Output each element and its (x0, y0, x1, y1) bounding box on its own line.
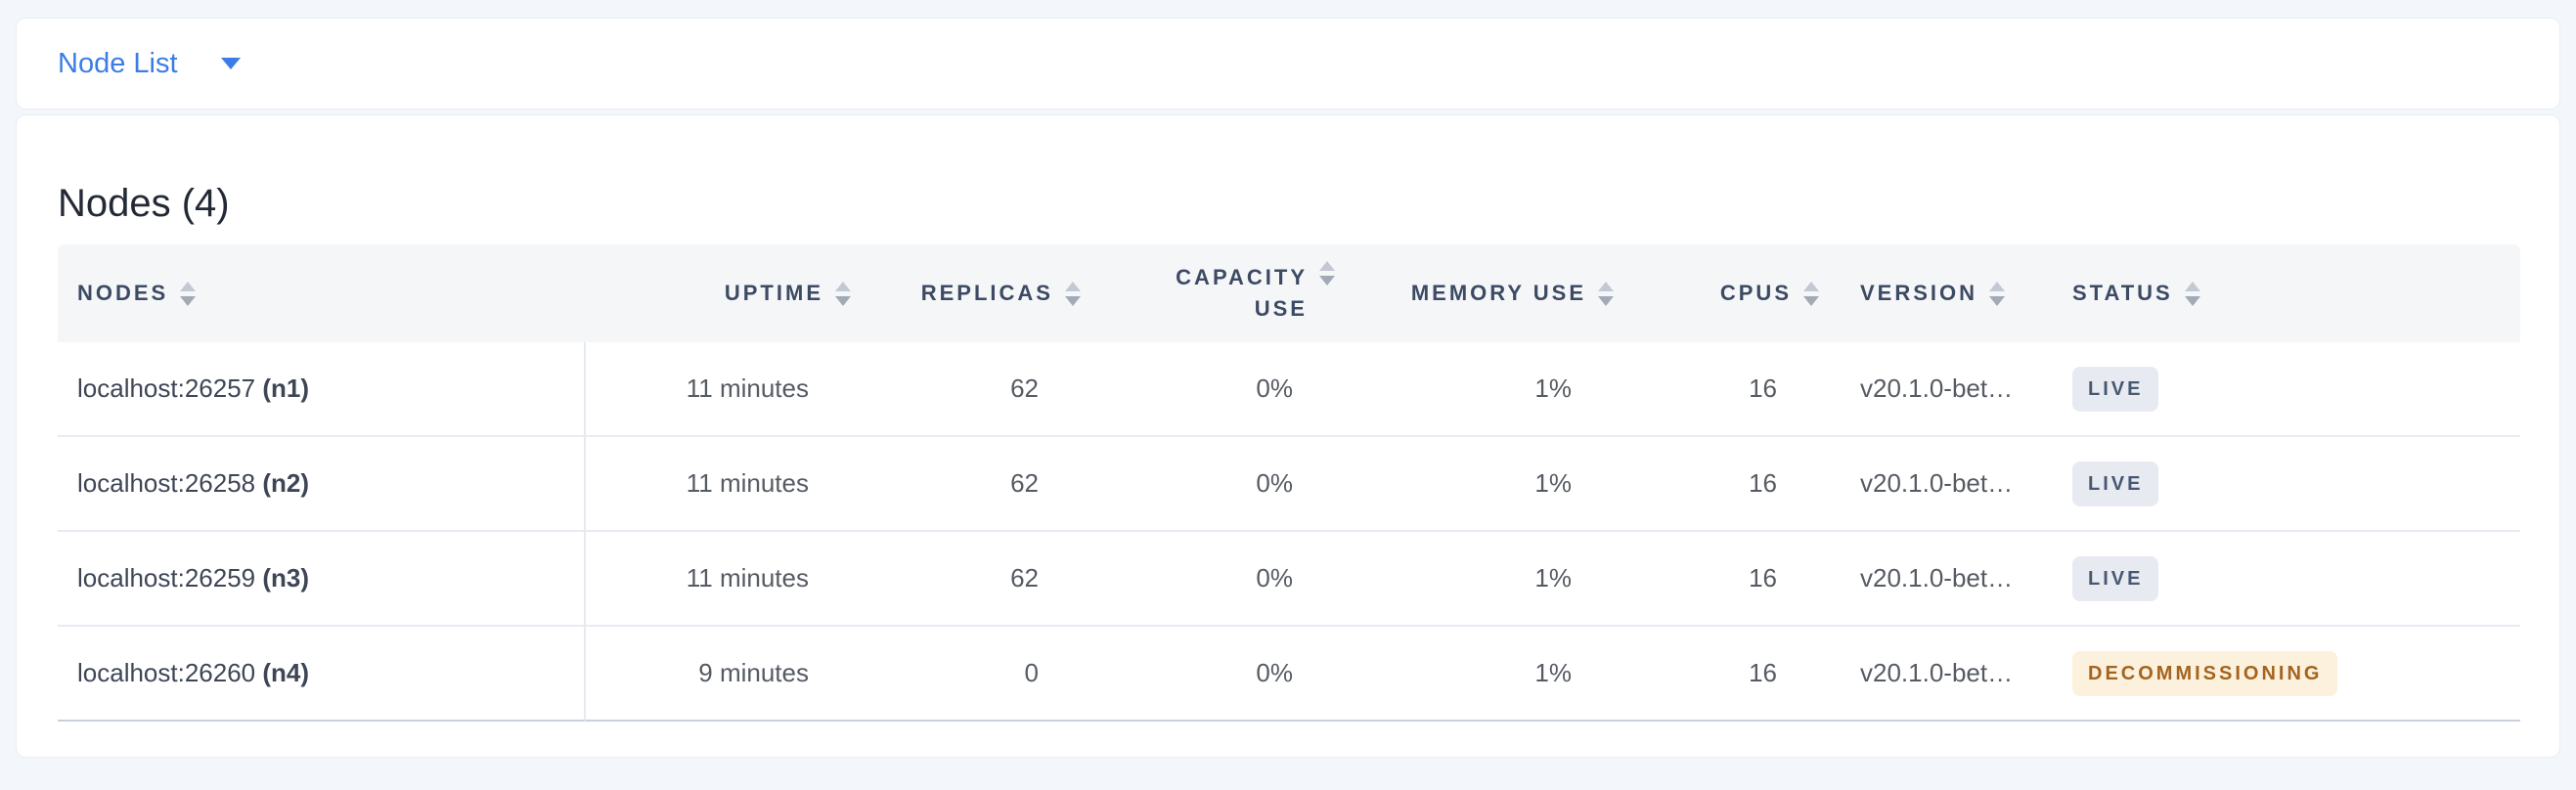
view-selector-bar: Node List (16, 18, 2560, 110)
status-badge: DECOMMISSIONING (2072, 650, 2338, 696)
cell-version: v20.1.0-bet… (1831, 342, 2041, 437)
cell-memory: 1% (1347, 627, 1625, 722)
cell-nodes: localhost:26258 (n2) (58, 437, 586, 532)
node-address: localhost:26259 (77, 563, 263, 592)
cell-uptime: 11 minutes (586, 437, 863, 532)
column-header-nodes[interactable]: NODES (58, 244, 586, 342)
column-header-replicas[interactable]: REPLICAS (863, 244, 1092, 342)
node-id: (n2) (262, 468, 310, 498)
cell-capacity: 0% (1092, 627, 1347, 722)
status-badge: LIVE (2072, 366, 2159, 412)
cell-uptime: 11 minutes (586, 342, 863, 437)
sort-icon (1598, 281, 1614, 306)
node-id: (n1) (262, 373, 310, 403)
view-selector-dropdown[interactable]: Node List (58, 48, 241, 80)
cell-cpus: 16 (1625, 627, 1831, 722)
cell-capacity: 0% (1092, 437, 1347, 532)
cell-cpus: 16 (1625, 437, 1831, 532)
column-header-capacity[interactable]: CAPACITY USE (1092, 244, 1347, 342)
node-id: (n4) (262, 658, 310, 687)
nodes-table: NODES UPTIME REPLICAS CAPACITY USE MEMORY US… (58, 244, 2520, 722)
column-label-uptime: UPTIME (724, 281, 823, 305)
node-address: localhost:26258 (77, 468, 263, 498)
cell-nodes: localhost:26259 (n3) (58, 532, 586, 627)
status-badge: LIVE (2072, 555, 2159, 601)
table-row: localhost:26259 (n3) 11 minutes 62 0% 1% 16 v2… (58, 532, 2520, 627)
node-address: localhost:26257 (77, 373, 263, 403)
cell-nodes: localhost:26257 (n1) (58, 342, 586, 437)
cell-cpus: 16 (1625, 532, 1831, 627)
column-label-cpus: CPUS (1719, 281, 1792, 305)
cell-memory: 1% (1347, 532, 1625, 627)
sort-icon (1065, 281, 1081, 306)
table-header-row: NODES UPTIME REPLICAS CAPACITY USE MEMORY US… (58, 244, 2520, 342)
column-label-replicas: REPLICAS (920, 281, 1053, 305)
table-body: localhost:26257 (n1) 11 minutes 62 0% 1% 16 v2… (58, 342, 2520, 722)
cell-memory: 1% (1347, 437, 1625, 532)
nodes-panel: Nodes (4) NODES UPTIME REPLICAS CAPACITY US… (16, 114, 2560, 758)
cell-status: LIVE (2041, 437, 2520, 532)
status-badge: LIVE (2072, 461, 2159, 506)
cell-status: DECOMMISSIONING (2041, 627, 2520, 722)
node-address: localhost:26260 (77, 658, 263, 687)
cell-version: v20.1.0-bet… (1831, 532, 2041, 627)
cell-memory: 1% (1347, 342, 1625, 437)
column-label-nodes: NODES (77, 281, 169, 305)
sort-icon (1319, 261, 1335, 285)
cell-capacity: 0% (1092, 532, 1347, 627)
table-row: localhost:26260 (n4) 9 minutes 0 0% 1% 16 v20.… (58, 627, 2520, 722)
column-label-version: VERSION (1860, 281, 1978, 305)
cell-capacity: 0% (1092, 342, 1347, 437)
column-header-version[interactable]: VERSION (1831, 244, 2041, 342)
column-label-status: STATUS (2072, 281, 2173, 305)
sort-icon (2184, 281, 2200, 306)
cell-version: v20.1.0-bet… (1831, 437, 2041, 532)
node-id: (n3) (262, 563, 310, 592)
cell-version: v20.1.0-bet… (1831, 627, 2041, 722)
cell-nodes: localhost:26260 (n4) (58, 627, 586, 722)
cell-uptime: 11 minutes (586, 532, 863, 627)
cell-status: LIVE (2041, 342, 2520, 437)
cell-replicas: 62 (863, 437, 1092, 532)
table-row: localhost:26257 (n1) 11 minutes 62 0% 1% 16 v2… (58, 342, 2520, 437)
column-label-memory: MEMORY USE (1410, 281, 1586, 305)
cell-cpus: 16 (1625, 342, 1831, 437)
page-title: Nodes (4) (58, 182, 230, 225)
cell-replicas: 62 (863, 342, 1092, 437)
cell-status: LIVE (2041, 532, 2520, 627)
table-row: localhost:26258 (n2) 11 minutes 62 0% 1% 16 v2… (58, 437, 2520, 532)
sort-icon (835, 281, 851, 306)
cell-replicas: 62 (863, 532, 1092, 627)
sort-icon (180, 281, 197, 306)
column-header-uptime[interactable]: UPTIME (586, 244, 863, 342)
view-selector-label: Node List (58, 47, 178, 79)
sort-icon (1803, 281, 1819, 306)
column-header-cpus[interactable]: CPUS (1625, 244, 1831, 342)
column-label-capacity: CAPACITY USE (1176, 265, 1308, 321)
sort-icon (1989, 281, 2006, 306)
column-header-status[interactable]: STATUS (2041, 244, 2520, 342)
table-header: NODES UPTIME REPLICAS CAPACITY USE MEMORY US… (58, 244, 2520, 342)
cell-uptime: 9 minutes (586, 627, 863, 722)
column-header-memory[interactable]: MEMORY USE (1347, 244, 1625, 342)
cell-replicas: 0 (863, 627, 1092, 722)
chevron-down-icon (220, 58, 241, 69)
